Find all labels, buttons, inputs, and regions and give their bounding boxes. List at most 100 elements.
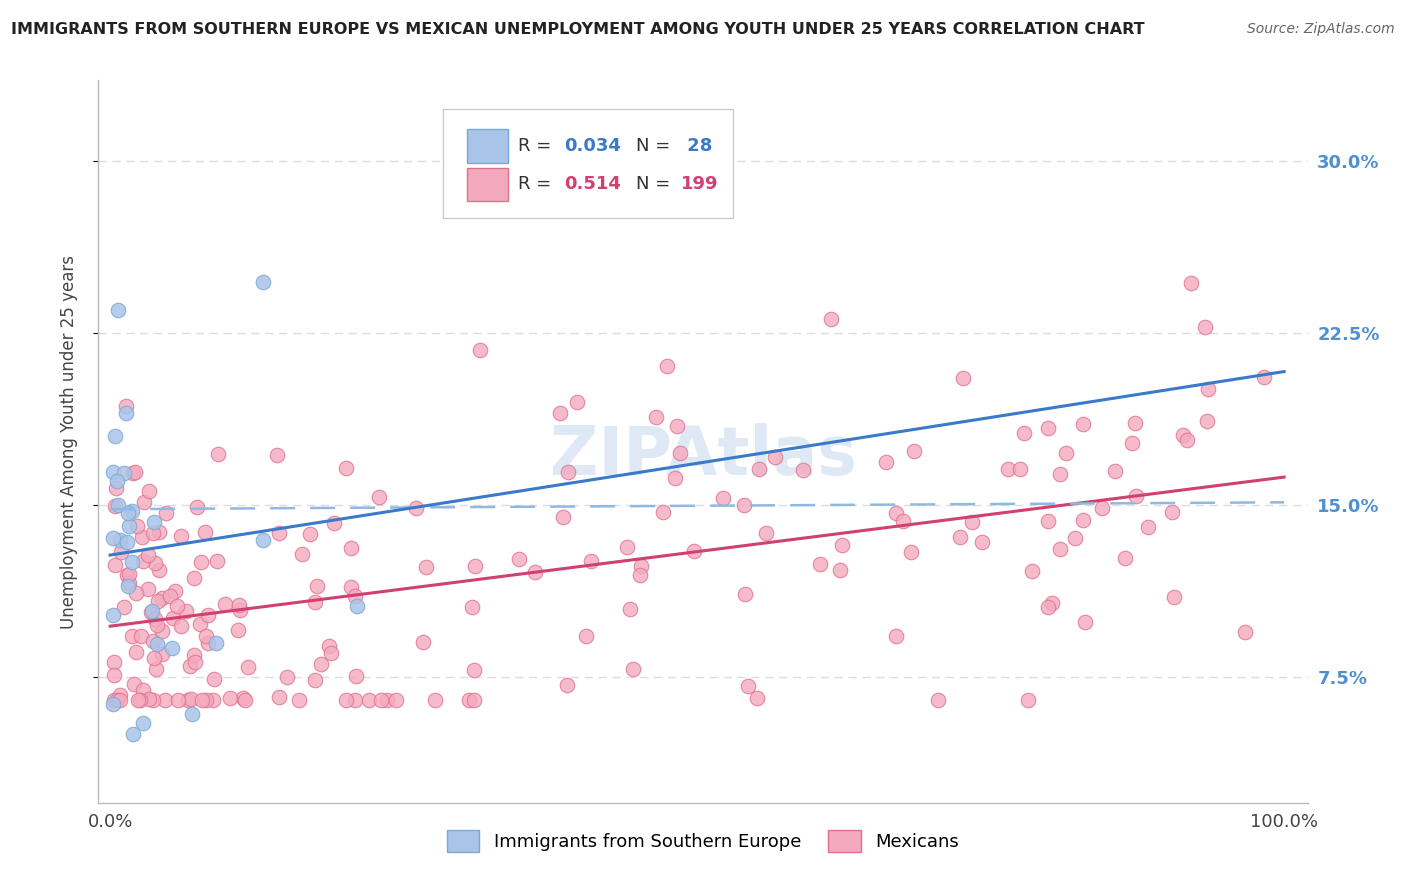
Point bbox=[621, 662, 644, 676]
Legend: Immigrants from Southern Europe, Mexicans: Immigrants from Southern Europe, Mexican… bbox=[440, 822, 966, 859]
Point bbox=[179, 659, 201, 673]
Point bbox=[1125, 490, 1147, 504]
Point bbox=[121, 555, 143, 569]
Point bbox=[269, 690, 291, 705]
Point bbox=[125, 645, 148, 659]
Point bbox=[131, 530, 153, 544]
Point bbox=[155, 506, 177, 520]
Point bbox=[121, 727, 143, 741]
Point bbox=[183, 571, 205, 585]
Point bbox=[267, 525, 290, 540]
Point bbox=[108, 692, 131, 706]
Point bbox=[117, 579, 139, 593]
Point bbox=[765, 450, 787, 464]
Point bbox=[121, 504, 143, 518]
Text: 0.514: 0.514 bbox=[564, 176, 621, 194]
Point bbox=[146, 618, 169, 632]
Point bbox=[557, 465, 579, 479]
Y-axis label: Unemployment Among Youth under 25 years: Unemployment Among Youth under 25 years bbox=[59, 254, 77, 629]
Point bbox=[107, 302, 129, 317]
Point bbox=[304, 673, 326, 687]
Point bbox=[669, 446, 692, 460]
Point bbox=[110, 545, 132, 559]
Point bbox=[405, 501, 427, 516]
Point bbox=[115, 399, 138, 413]
Point bbox=[142, 525, 165, 540]
Point bbox=[181, 706, 204, 721]
Point bbox=[737, 679, 759, 693]
Point bbox=[575, 629, 598, 643]
Point bbox=[748, 462, 770, 476]
Point bbox=[188, 617, 211, 632]
Point bbox=[565, 394, 588, 409]
Point bbox=[142, 651, 165, 665]
Point bbox=[207, 447, 229, 461]
Point bbox=[202, 692, 225, 706]
Point bbox=[344, 669, 367, 683]
Point bbox=[820, 312, 842, 326]
Point bbox=[304, 595, 326, 609]
Point bbox=[107, 498, 129, 512]
Point bbox=[972, 534, 994, 549]
Point bbox=[252, 275, 274, 289]
Point bbox=[460, 600, 482, 615]
Point bbox=[190, 555, 212, 569]
Point bbox=[927, 692, 949, 706]
Point bbox=[385, 692, 408, 706]
Point bbox=[166, 599, 188, 613]
Point bbox=[884, 629, 907, 643]
Point bbox=[139, 605, 162, 619]
Text: R =: R = bbox=[517, 176, 557, 194]
Point bbox=[228, 623, 250, 637]
Point bbox=[197, 607, 219, 622]
Point bbox=[163, 584, 186, 599]
Point bbox=[115, 406, 138, 420]
Point bbox=[266, 448, 288, 462]
Point bbox=[132, 494, 155, 508]
Point bbox=[1049, 467, 1071, 481]
Point bbox=[138, 484, 160, 499]
Point bbox=[733, 499, 755, 513]
Point bbox=[194, 524, 217, 539]
Point bbox=[160, 640, 183, 655]
Point bbox=[339, 541, 361, 555]
Point bbox=[112, 600, 135, 615]
Point bbox=[150, 648, 173, 662]
Point bbox=[322, 516, 344, 530]
Point bbox=[1136, 520, 1159, 534]
Point bbox=[148, 563, 170, 577]
Point bbox=[232, 690, 254, 705]
Point bbox=[464, 559, 486, 574]
Point bbox=[1114, 551, 1136, 566]
Point bbox=[142, 634, 165, 648]
Point bbox=[548, 406, 571, 420]
Point bbox=[103, 692, 125, 706]
Point bbox=[307, 578, 329, 592]
Point bbox=[1071, 513, 1094, 527]
Point bbox=[1036, 420, 1059, 434]
Point bbox=[128, 692, 150, 706]
Point bbox=[125, 519, 148, 533]
Point bbox=[1194, 319, 1216, 334]
Point bbox=[169, 619, 191, 633]
Point bbox=[616, 540, 638, 554]
Point bbox=[1040, 596, 1063, 610]
FancyBboxPatch shape bbox=[443, 109, 734, 218]
Text: R =: R = bbox=[517, 137, 557, 155]
Point bbox=[1012, 425, 1035, 440]
Point bbox=[121, 629, 143, 643]
Point bbox=[153, 692, 176, 706]
Point bbox=[335, 692, 357, 706]
Point bbox=[1104, 464, 1126, 478]
Text: IMMIGRANTS FROM SOUTHERN EUROPE VS MEXICAN UNEMPLOYMENT AMONG YOUTH UNDER 25 YEA: IMMIGRANTS FROM SOUTHERN EUROPE VS MEXIC… bbox=[11, 22, 1144, 37]
Point bbox=[219, 691, 242, 706]
Point bbox=[344, 589, 367, 603]
Text: N =: N = bbox=[637, 137, 676, 155]
Point bbox=[508, 552, 530, 566]
Point bbox=[177, 692, 200, 706]
Point bbox=[949, 530, 972, 544]
Text: N =: N = bbox=[637, 176, 676, 194]
Point bbox=[136, 582, 159, 596]
Point bbox=[655, 359, 678, 374]
FancyBboxPatch shape bbox=[467, 168, 509, 201]
